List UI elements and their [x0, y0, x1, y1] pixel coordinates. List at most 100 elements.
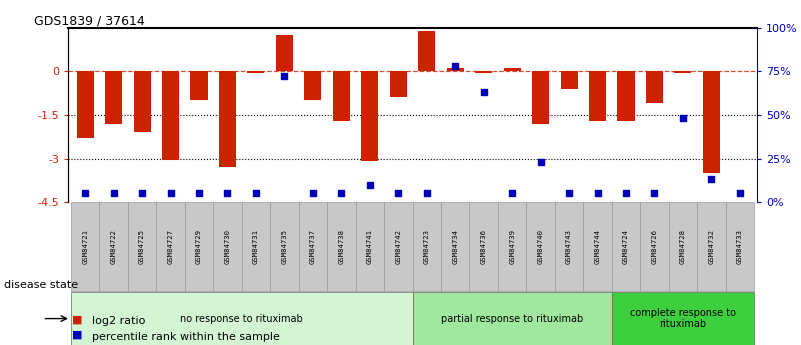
Bar: [612, 202, 640, 291]
Point: [449, 63, 461, 69]
Point: [335, 191, 348, 196]
Point: [78, 191, 91, 196]
Bar: [418, 30, 435, 71]
Bar: [191, 71, 207, 100]
Text: GSM84728: GSM84728: [680, 229, 686, 264]
Bar: [77, 71, 94, 138]
Text: GSM84727: GSM84727: [167, 229, 174, 264]
Point: [364, 182, 376, 187]
Text: GSM84733: GSM84733: [737, 229, 743, 264]
Bar: [726, 202, 754, 291]
Text: GSM84735: GSM84735: [281, 229, 288, 264]
Text: GSM84729: GSM84729: [196, 229, 202, 264]
Point: [307, 191, 320, 196]
Text: ■: ■: [72, 314, 83, 324]
Bar: [469, 202, 498, 291]
Bar: [242, 202, 270, 291]
Point: [250, 191, 263, 196]
Text: GSM84738: GSM84738: [338, 229, 344, 264]
Text: GSM84725: GSM84725: [139, 229, 145, 264]
Point: [392, 191, 405, 196]
Text: GSM84744: GSM84744: [594, 229, 601, 264]
Point: [677, 116, 690, 121]
Bar: [589, 71, 606, 121]
Bar: [674, 71, 691, 73]
Text: GSM84742: GSM84742: [395, 229, 401, 264]
Bar: [71, 292, 413, 345]
Text: GSM84726: GSM84726: [651, 229, 658, 264]
Text: disease state: disease state: [4, 280, 78, 289]
Bar: [532, 71, 549, 124]
Text: ■: ■: [72, 330, 83, 340]
Bar: [526, 202, 555, 291]
Text: GSM84724: GSM84724: [623, 229, 629, 264]
Bar: [702, 71, 720, 173]
Point: [164, 191, 177, 196]
Bar: [332, 71, 350, 121]
Bar: [612, 292, 754, 345]
Text: GSM84723: GSM84723: [424, 229, 430, 264]
Bar: [413, 202, 441, 291]
Bar: [304, 71, 321, 100]
Bar: [504, 68, 521, 71]
Text: GSM84739: GSM84739: [509, 229, 515, 264]
Text: GSM84732: GSM84732: [708, 229, 714, 264]
Bar: [105, 71, 123, 124]
Bar: [555, 202, 583, 291]
Bar: [361, 71, 378, 161]
Text: log2 ratio: log2 ratio: [92, 316, 146, 326]
Bar: [640, 202, 669, 291]
Point: [192, 191, 205, 196]
Point: [221, 191, 234, 196]
Bar: [646, 71, 663, 103]
Bar: [134, 71, 151, 132]
Bar: [71, 202, 99, 291]
Bar: [475, 71, 493, 73]
Text: GSM84736: GSM84736: [481, 229, 487, 264]
Bar: [447, 68, 464, 71]
Point: [620, 191, 633, 196]
Point: [107, 191, 120, 196]
Bar: [276, 35, 293, 71]
Bar: [99, 202, 128, 291]
Bar: [327, 202, 356, 291]
Point: [278, 74, 291, 79]
Point: [477, 89, 490, 95]
Text: partial response to rituximab: partial response to rituximab: [441, 314, 583, 324]
Text: GSM84731: GSM84731: [253, 229, 259, 264]
Text: GSM84740: GSM84740: [537, 229, 544, 264]
Bar: [248, 71, 264, 73]
Text: GSM84730: GSM84730: [224, 229, 231, 264]
Bar: [156, 202, 185, 291]
Bar: [356, 202, 384, 291]
Bar: [697, 202, 726, 291]
Bar: [390, 71, 407, 97]
Point: [562, 191, 575, 196]
Text: complete response to
rituximab: complete response to rituximab: [630, 308, 736, 329]
Bar: [384, 202, 413, 291]
Bar: [162, 71, 179, 160]
Text: GDS1839 / 37614: GDS1839 / 37614: [34, 14, 144, 28]
Text: GSM84741: GSM84741: [367, 229, 372, 264]
Text: percentile rank within the sample: percentile rank within the sample: [92, 332, 280, 342]
Bar: [219, 71, 236, 167]
Text: GSM84737: GSM84737: [310, 229, 316, 264]
Bar: [498, 202, 526, 291]
Bar: [299, 202, 327, 291]
Bar: [669, 202, 697, 291]
Bar: [583, 202, 612, 291]
Point: [421, 191, 433, 196]
Bar: [413, 292, 612, 345]
Point: [705, 177, 718, 182]
Text: no response to rituximab: no response to rituximab: [180, 314, 303, 324]
Bar: [270, 202, 299, 291]
Point: [534, 159, 547, 165]
Bar: [561, 71, 578, 89]
Text: GSM84721: GSM84721: [83, 229, 88, 264]
Bar: [618, 71, 634, 121]
Bar: [213, 202, 242, 291]
Bar: [441, 202, 469, 291]
Point: [135, 191, 148, 196]
Point: [591, 191, 604, 196]
Point: [648, 191, 661, 196]
